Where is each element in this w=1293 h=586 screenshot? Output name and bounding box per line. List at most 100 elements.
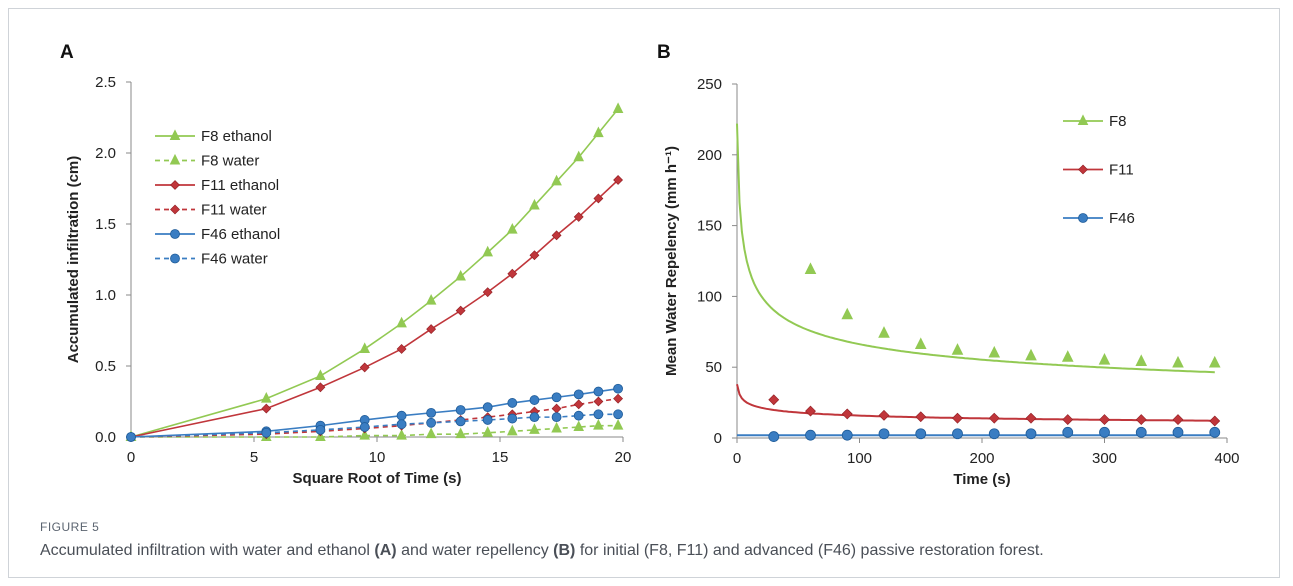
data-point — [804, 262, 817, 274]
series-f11 — [736, 383, 1221, 427]
legend-label: F11 water — [201, 202, 267, 219]
x-tick-label: 0 — [733, 450, 741, 467]
data-point — [455, 427, 466, 439]
series-f8 — [736, 123, 1221, 374]
series-line — [130, 108, 619, 438]
panel-letter: A — [60, 42, 74, 63]
legend-marker — [170, 229, 180, 239]
data-point — [1209, 426, 1221, 438]
x-axis-label: Time (s) — [953, 471, 1010, 488]
data-point — [988, 412, 1000, 424]
data-point — [593, 193, 604, 204]
series-f46-ethanol — [126, 383, 623, 442]
data-point — [841, 429, 853, 441]
legend-marker — [170, 253, 180, 264]
data-point — [951, 343, 964, 355]
data-point — [529, 395, 540, 405]
data-point — [425, 427, 437, 439]
y-axis-label: Accumulated infiltration (cm) — [65, 156, 82, 364]
data-point — [507, 413, 518, 424]
x-tick-label: 0 — [127, 449, 135, 466]
figure-caption: Accumulated infiltration with water and … — [40, 542, 1044, 560]
data-point — [529, 198, 540, 210]
fit-curve — [736, 123, 1215, 374]
data-point — [315, 369, 326, 380]
data-point — [529, 412, 540, 423]
x-tick-label: 20 — [615, 449, 632, 466]
data-point — [915, 411, 927, 423]
data-point — [988, 428, 1000, 440]
data-point — [396, 316, 407, 328]
data-point — [1098, 353, 1111, 365]
data-point — [1099, 414, 1110, 426]
data-point — [1025, 428, 1037, 440]
y-tick-label: 0 — [714, 430, 722, 447]
legend-label: F46 — [1109, 210, 1135, 227]
legend-marker — [170, 204, 180, 215]
data-point — [573, 410, 584, 421]
data-point — [1135, 426, 1147, 438]
data-point — [455, 416, 466, 427]
data-point — [455, 305, 466, 316]
data-point — [768, 431, 780, 442]
figure-frame — [8, 8, 1280, 578]
data-point — [952, 412, 963, 424]
series-line — [130, 179, 619, 438]
data-point — [507, 268, 518, 279]
caption-part: and water repellency — [396, 542, 554, 559]
data-point — [613, 175, 624, 185]
legend-marker — [169, 129, 181, 140]
y-tick-label: 250 — [697, 76, 722, 93]
data-point — [878, 428, 890, 440]
legend-label: F8 — [1109, 113, 1127, 130]
data-point — [551, 412, 562, 423]
legend: F8 F11 F46 — [1063, 113, 1135, 227]
data-point — [768, 394, 780, 406]
data-point — [455, 269, 466, 281]
data-point — [551, 392, 562, 403]
data-point — [1099, 426, 1110, 438]
data-point — [1135, 354, 1148, 367]
data-point — [1172, 414, 1184, 426]
data-point — [612, 102, 624, 113]
legend-label: F8 water — [201, 153, 259, 170]
chart-panel-b: B 0 100 200 300 400 0 50 100 150 200 250 Time (s) Mea… — [657, 42, 1240, 488]
series-f46 — [737, 426, 1221, 442]
data-point — [573, 211, 584, 222]
data-point — [507, 398, 518, 408]
data-point — [482, 245, 494, 257]
y-tick-label: 1.0 — [95, 287, 116, 304]
data-point — [1135, 414, 1147, 426]
y-tick-label: 50 — [705, 359, 722, 376]
series-f8-ethanol — [125, 102, 624, 441]
panel-letter: B — [657, 42, 671, 63]
data-point — [551, 174, 562, 186]
data-point — [482, 402, 493, 413]
legend-label: F8 ethanol — [201, 128, 272, 145]
data-point — [396, 419, 407, 430]
data-point — [841, 408, 853, 420]
x-tick-label: 400 — [1214, 450, 1239, 467]
data-point — [573, 420, 585, 432]
data-point — [425, 294, 437, 305]
data-point — [426, 407, 437, 418]
data-point — [593, 419, 604, 430]
data-point — [613, 393, 624, 404]
x-axis-label: Square Root of Time (s) — [293, 470, 462, 487]
x-tick-label: 5 — [250, 449, 258, 466]
data-point — [573, 150, 585, 162]
data-point — [359, 342, 371, 353]
data-point — [805, 405, 816, 417]
data-point — [315, 382, 326, 393]
data-point — [878, 326, 890, 338]
y-axis-label: Mean Water Repelency (mm h⁻¹) — [663, 146, 680, 376]
data-point — [1025, 348, 1037, 361]
data-point — [261, 427, 272, 438]
y-tick-label: 1.5 — [95, 216, 116, 233]
data-point — [506, 223, 518, 234]
data-point — [359, 422, 370, 432]
figure-label: FIGURE 5 — [40, 520, 100, 534]
data-point — [506, 424, 518, 436]
data-point — [612, 419, 624, 430]
